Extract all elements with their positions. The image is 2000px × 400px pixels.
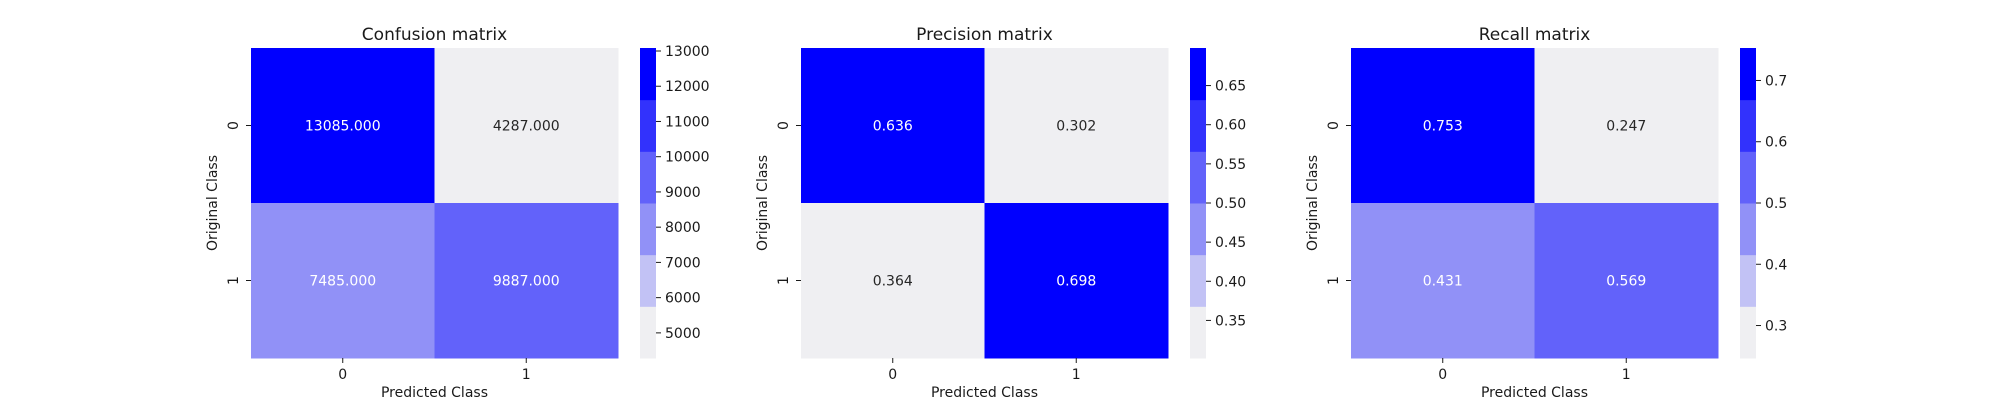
y-tick-label: 1 bbox=[776, 276, 792, 285]
cell-label: 13085.000 bbox=[305, 119, 381, 135]
y-tick-label: 0 bbox=[776, 121, 792, 130]
colorbar-tick-label: 6000 bbox=[665, 291, 701, 307]
heatmap-panel-0: Confusion matrix 13085.000 4287.000 7485.00… bbox=[205, 25, 710, 400]
colorbar-tick-label: 0.3 bbox=[1765, 319, 1787, 335]
cell-label: 0.698 bbox=[1056, 274, 1096, 290]
y-tick-label: 0 bbox=[226, 121, 242, 130]
colorbar-tick-label: 0.65 bbox=[1215, 79, 1246, 95]
cell-label: 0.302 bbox=[1056, 119, 1096, 135]
chart-title: Recall matrix bbox=[1479, 25, 1591, 45]
colorbar-segment bbox=[1190, 254, 1206, 307]
cell-label: 4287.000 bbox=[493, 119, 560, 135]
colorbar-tick-label: 10000 bbox=[665, 150, 710, 166]
y-tick-label: 1 bbox=[226, 276, 242, 285]
x-axis-label: Predicted Class bbox=[381, 385, 488, 400]
x-axis-label: Predicted Class bbox=[1481, 385, 1588, 400]
chart-title: Confusion matrix bbox=[362, 25, 507, 45]
colorbar-segment bbox=[1740, 254, 1756, 307]
heatmap-cell bbox=[251, 48, 435, 204]
colorbar-tick-label: 11000 bbox=[665, 114, 710, 130]
colorbar-segment bbox=[1190, 151, 1206, 204]
colorbar-tick-label: 0.50 bbox=[1215, 196, 1246, 212]
colorbar-segment bbox=[1740, 151, 1756, 204]
heatmap-cell bbox=[984, 203, 1169, 359]
y-axis-label: Original Class bbox=[755, 155, 771, 251]
heatmap-panel-2: Recall matrix 0.753 0.247 0.431 0.569 0 1 Predi… bbox=[1305, 25, 1787, 400]
heatmap-cell bbox=[434, 48, 619, 204]
colorbar-tick-label: 0.35 bbox=[1215, 313, 1246, 329]
colorbar-tick-label: 8000 bbox=[665, 220, 701, 236]
colorbar-segment bbox=[1190, 306, 1206, 359]
heatmap-panel-1: Precision matrix 0.636 0.302 0.364 0.698 0 1 Pr… bbox=[755, 25, 1246, 400]
colorbar-segment bbox=[640, 151, 656, 204]
colorbar-tick-label: 0.6 bbox=[1765, 135, 1787, 151]
y-tick-label: 0 bbox=[1326, 121, 1342, 130]
y-axis-label: Original Class bbox=[1305, 155, 1321, 251]
colorbar-segment bbox=[1190, 48, 1206, 101]
colorbar-tick-label: 9000 bbox=[665, 185, 701, 201]
colorbar-segment bbox=[1740, 203, 1756, 256]
heatmap-cell bbox=[251, 203, 435, 359]
x-tick-label: 0 bbox=[888, 367, 897, 383]
cell-label: 0.753 bbox=[1423, 119, 1463, 135]
cell-label: 0.636 bbox=[873, 119, 913, 135]
x-tick-label: 1 bbox=[522, 367, 531, 383]
y-axis-label: Original Class bbox=[205, 155, 221, 251]
colorbar-tick-label: 0.4 bbox=[1765, 257, 1787, 273]
colorbar-tick-label: 5000 bbox=[665, 326, 701, 342]
colorbar-segment bbox=[640, 203, 656, 256]
colorbar-tick-label: 7000 bbox=[665, 255, 701, 271]
colorbar-segment bbox=[640, 254, 656, 307]
heatmap-cell bbox=[984, 48, 1169, 204]
heatmap-cell bbox=[801, 48, 985, 204]
colorbar-tick-label: 12000 bbox=[665, 79, 710, 95]
colorbar-tick-label: 0.55 bbox=[1215, 157, 1246, 173]
heatmap-cell bbox=[1534, 48, 1719, 204]
cell-label: 0.247 bbox=[1606, 119, 1646, 135]
x-tick-label: 0 bbox=[1438, 367, 1447, 383]
colorbar-segment bbox=[1740, 99, 1756, 152]
y-tick-label: 1 bbox=[1326, 276, 1342, 285]
colorbar-tick-label: 0.7 bbox=[1765, 73, 1787, 89]
heatmap-cell bbox=[801, 203, 985, 359]
colorbar-tick-label: 13000 bbox=[665, 44, 710, 60]
heatmap-cell bbox=[1534, 203, 1719, 359]
cell-label: 0.364 bbox=[873, 274, 913, 290]
x-axis-label: Predicted Class bbox=[931, 385, 1038, 400]
cell-label: 7485.000 bbox=[309, 274, 376, 290]
cell-label: 0.569 bbox=[1606, 274, 1646, 290]
colorbar-segment bbox=[1190, 203, 1206, 256]
colorbar-tick-label: 0.5 bbox=[1765, 196, 1787, 212]
cell-label: 0.431 bbox=[1423, 274, 1463, 290]
colorbar-segment bbox=[640, 306, 656, 359]
colorbar-tick-label: 0.45 bbox=[1215, 235, 1246, 251]
colorbar-segment bbox=[640, 48, 656, 101]
colorbar-segment bbox=[1190, 99, 1206, 152]
x-tick-label: 1 bbox=[1072, 367, 1081, 383]
x-tick-label: 1 bbox=[1622, 367, 1631, 383]
colorbar-segment bbox=[640, 99, 656, 152]
chart-title: Precision matrix bbox=[916, 25, 1053, 45]
heatmap-cell bbox=[1351, 203, 1535, 359]
colorbar-segment bbox=[1740, 306, 1756, 359]
heatmap-cell bbox=[434, 203, 619, 359]
heatmap-cell bbox=[1351, 48, 1535, 204]
cell-label: 9887.000 bbox=[493, 274, 560, 290]
x-tick-label: 0 bbox=[338, 367, 347, 383]
colorbar-segment bbox=[1740, 48, 1756, 101]
colorbar-tick-label: 0.40 bbox=[1215, 274, 1246, 290]
colorbar-tick-label: 0.60 bbox=[1215, 118, 1246, 134]
